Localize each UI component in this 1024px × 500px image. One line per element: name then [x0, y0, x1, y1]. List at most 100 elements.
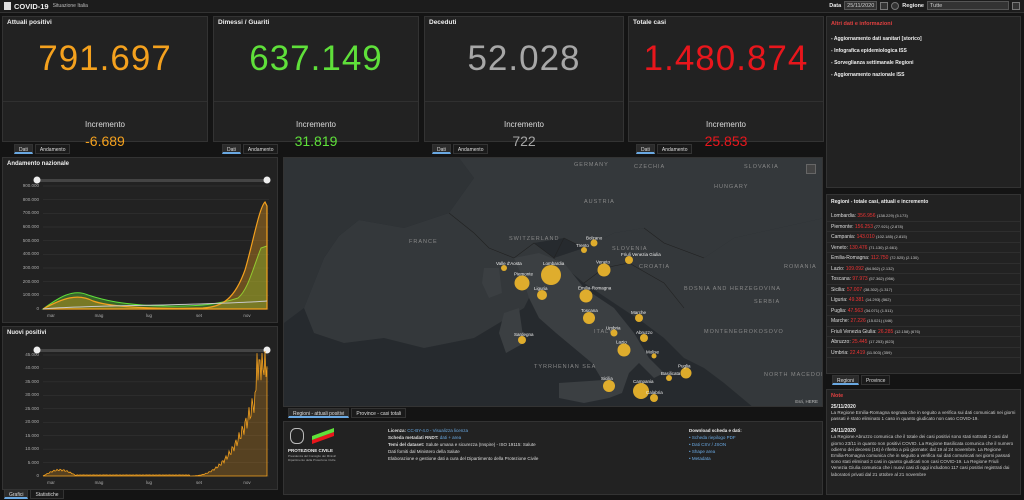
region-row[interactable]: Lombardia: 356.956 (138.229) (5.173): [827, 211, 1020, 222]
kpi-totale-casi: Totale casi 1.480.874 Incremento 25.853: [628, 16, 824, 149]
region-row[interactable]: Friuli Venezia Giulia: 26.285 (12.158) (…: [827, 327, 1020, 337]
map-bubble-label: Veneto: [596, 260, 611, 265]
map-bubble[interactable]: [590, 239, 598, 247]
region-extra: (12.158) (676): [894, 328, 921, 334]
region-row[interactable]: Veneto: 130.476 (71.130) (2.661): [827, 243, 1020, 253]
region-row[interactable]: Liguria: 49.381 (14.293) (562): [827, 295, 1020, 306]
date-label: Data: [829, 2, 842, 9]
region-value: 356.956: [857, 213, 877, 219]
tab-dati[interactable]: Dati: [432, 144, 451, 154]
regions-list[interactable]: Lombardia: 356.956 (138.229) (5.173) Piem…: [827, 211, 1020, 358]
region-row[interactable]: Umbria: 22.419 (11.503) (359): [827, 348, 1020, 358]
map-bubble[interactable]: [514, 275, 530, 291]
range-slider-handle-end[interactable]: [263, 176, 271, 184]
region-value: 109.092: [845, 265, 866, 272]
map-bubble-label: Liguria: [534, 286, 548, 291]
region-row[interactable]: Toscana: 97.973 (57.362) (956): [827, 274, 1020, 285]
footer-link[interactable]: CC-BY-4.0 - Visualizza licenza: [407, 428, 469, 433]
map-bubble[interactable]: [680, 367, 692, 379]
download-label[interactable]: Metadata: [691, 456, 711, 461]
tab-regioni-list[interactable]: Regioni: [832, 375, 859, 385]
tab-dati[interactable]: Dati: [636, 144, 655, 154]
tab-andamento[interactable]: Andamento: [452, 144, 489, 154]
link-label[interactable]: Sorveglianza settimanale Regioni: [834, 60, 914, 66]
map-bubble[interactable]: [583, 312, 595, 324]
range-slider-track[interactable]: [37, 349, 267, 352]
tab-grafici[interactable]: Grafici: [4, 489, 29, 499]
region-row[interactable]: Lazio: 109.092 (84.562) (2.132): [827, 264, 1020, 274]
link-label[interactable]: Infografica epidemiologica ISS: [834, 48, 907, 54]
link-sorveglianza[interactable]: - Sorveglianza settimanale Regioni: [831, 60, 914, 66]
map-bubble[interactable]: [501, 265, 507, 271]
tab-andamento[interactable]: Andamento: [656, 144, 693, 154]
range-slider-handle-start[interactable]: [33, 346, 41, 354]
y-tick-label: 800.000: [22, 196, 39, 202]
map-country-label: SLOVENIA: [612, 246, 648, 252]
region-row[interactable]: Abruzzo: 25.445 (17.253) (623): [827, 337, 1020, 348]
link-aggiornamento-iss[interactable]: - Aggiornamento nazionale ISS: [831, 72, 905, 78]
tab-province-map[interactable]: Province - casi totali: [351, 408, 407, 418]
map-bubble[interactable]: [541, 265, 561, 285]
link-infografica[interactable]: - Infografica epidemiologica ISS: [831, 48, 907, 54]
map-bubble[interactable]: [581, 247, 587, 253]
map-bubble[interactable]: [597, 263, 611, 277]
map-bubble[interactable]: [633, 383, 649, 399]
download-csv[interactable]: • Dati CSV / JSON: [689, 442, 727, 447]
tab-dati[interactable]: Dati: [14, 144, 33, 154]
link-label[interactable]: Aggiornamento nazionale ISS: [833, 72, 905, 78]
map-bubble[interactable]: [579, 289, 593, 303]
region-row[interactable]: Sicilia: 57.007 (38.302) (1.317): [827, 285, 1020, 295]
map-bubble[interactable]: [603, 380, 615, 392]
download-label[interactable]: Shape area: [691, 449, 716, 454]
map-bubble[interactable]: [651, 353, 657, 359]
x-tick-label: mar: [47, 480, 55, 485]
range-slider-handle-start[interactable]: [33, 176, 41, 184]
map-bubble[interactable]: [518, 336, 526, 344]
tab-province-list[interactable]: Province: [860, 375, 891, 385]
region-value: 25.445: [852, 339, 869, 345]
region-row[interactable]: Puglia: 47.563 (34.071) (1.511): [827, 306, 1020, 316]
map[interactable]: FRANCE SWITZERLAND AUSTRIA SLOVENIA CROATIA B…: [283, 157, 823, 407]
kpi-title: Dimessi / Guariti: [218, 19, 270, 26]
calendar-icon[interactable]: [880, 1, 889, 10]
region-extra: (72.525) (2.130): [889, 255, 919, 260]
map-bubble[interactable]: [666, 375, 672, 381]
region-row[interactable]: Marche: 27.226 (15.021) (446): [827, 316, 1020, 327]
footer-link[interactable]: dati + area: [439, 435, 462, 440]
map-bubble[interactable]: [617, 343, 631, 357]
tab-statistiche[interactable]: Statistiche: [30, 489, 64, 499]
download-shape[interactable]: • Shape area: [689, 449, 716, 454]
date-input[interactable]: 25/11/2020: [844, 1, 878, 10]
region-row[interactable]: Campania: 143.010 (102.185) (2.815): [827, 232, 1020, 243]
range-slider-track[interactable]: [37, 179, 267, 182]
download-label[interactable]: Dati CSV / JSON: [691, 442, 727, 447]
download-label[interactable]: Scheda riepilogo PDF: [691, 435, 736, 440]
info-icon[interactable]: [891, 1, 900, 10]
link-label[interactable]: Aggiornamento dati sanitari [storico]: [833, 36, 922, 42]
region-row[interactable]: Emilia-Romagna: 112.750 (72.525) (2.130): [827, 253, 1020, 264]
kpi-increment-value: 31.819: [294, 133, 338, 149]
map-bubble[interactable]: [610, 329, 618, 337]
map-country-label: NORTH MACEDONIA: [764, 372, 823, 378]
download-metadata[interactable]: • Metadata: [689, 456, 711, 461]
app-subtitle: Situazione Italia: [52, 3, 88, 9]
chevron-down-icon[interactable]: [1012, 1, 1020, 10]
tab-andamento[interactable]: Andamento: [34, 144, 71, 154]
map-bubble[interactable]: [537, 290, 547, 300]
tab-regioni-map[interactable]: Regioni - attuali positivi: [288, 408, 350, 418]
region-row[interactable]: Piemonte: 156.253 (77.921) (2.878): [827, 222, 1020, 232]
link-dati-sanitari[interactable]: - Aggiornamento dati sanitari [storico]: [831, 36, 922, 42]
map-bubble[interactable]: [635, 314, 643, 322]
tab-dati[interactable]: Dati: [222, 144, 241, 154]
map-bubble[interactable]: [650, 394, 658, 402]
region-name: Lombardia:: [831, 213, 858, 219]
map-bubble[interactable]: [625, 256, 633, 264]
kpi-value: 637.149: [249, 39, 383, 78]
download-pdf[interactable]: • Scheda riepilogo PDF: [689, 435, 736, 440]
grid-toggle-icon[interactable]: [806, 164, 816, 174]
chart-title: Nuovi positivi: [7, 330, 47, 336]
y-tick-label: 5.000: [27, 459, 39, 465]
region-select[interactable]: Tutte: [927, 1, 1009, 10]
map-bubble[interactable]: [640, 334, 648, 342]
tab-andamento[interactable]: Andamento: [242, 144, 279, 154]
